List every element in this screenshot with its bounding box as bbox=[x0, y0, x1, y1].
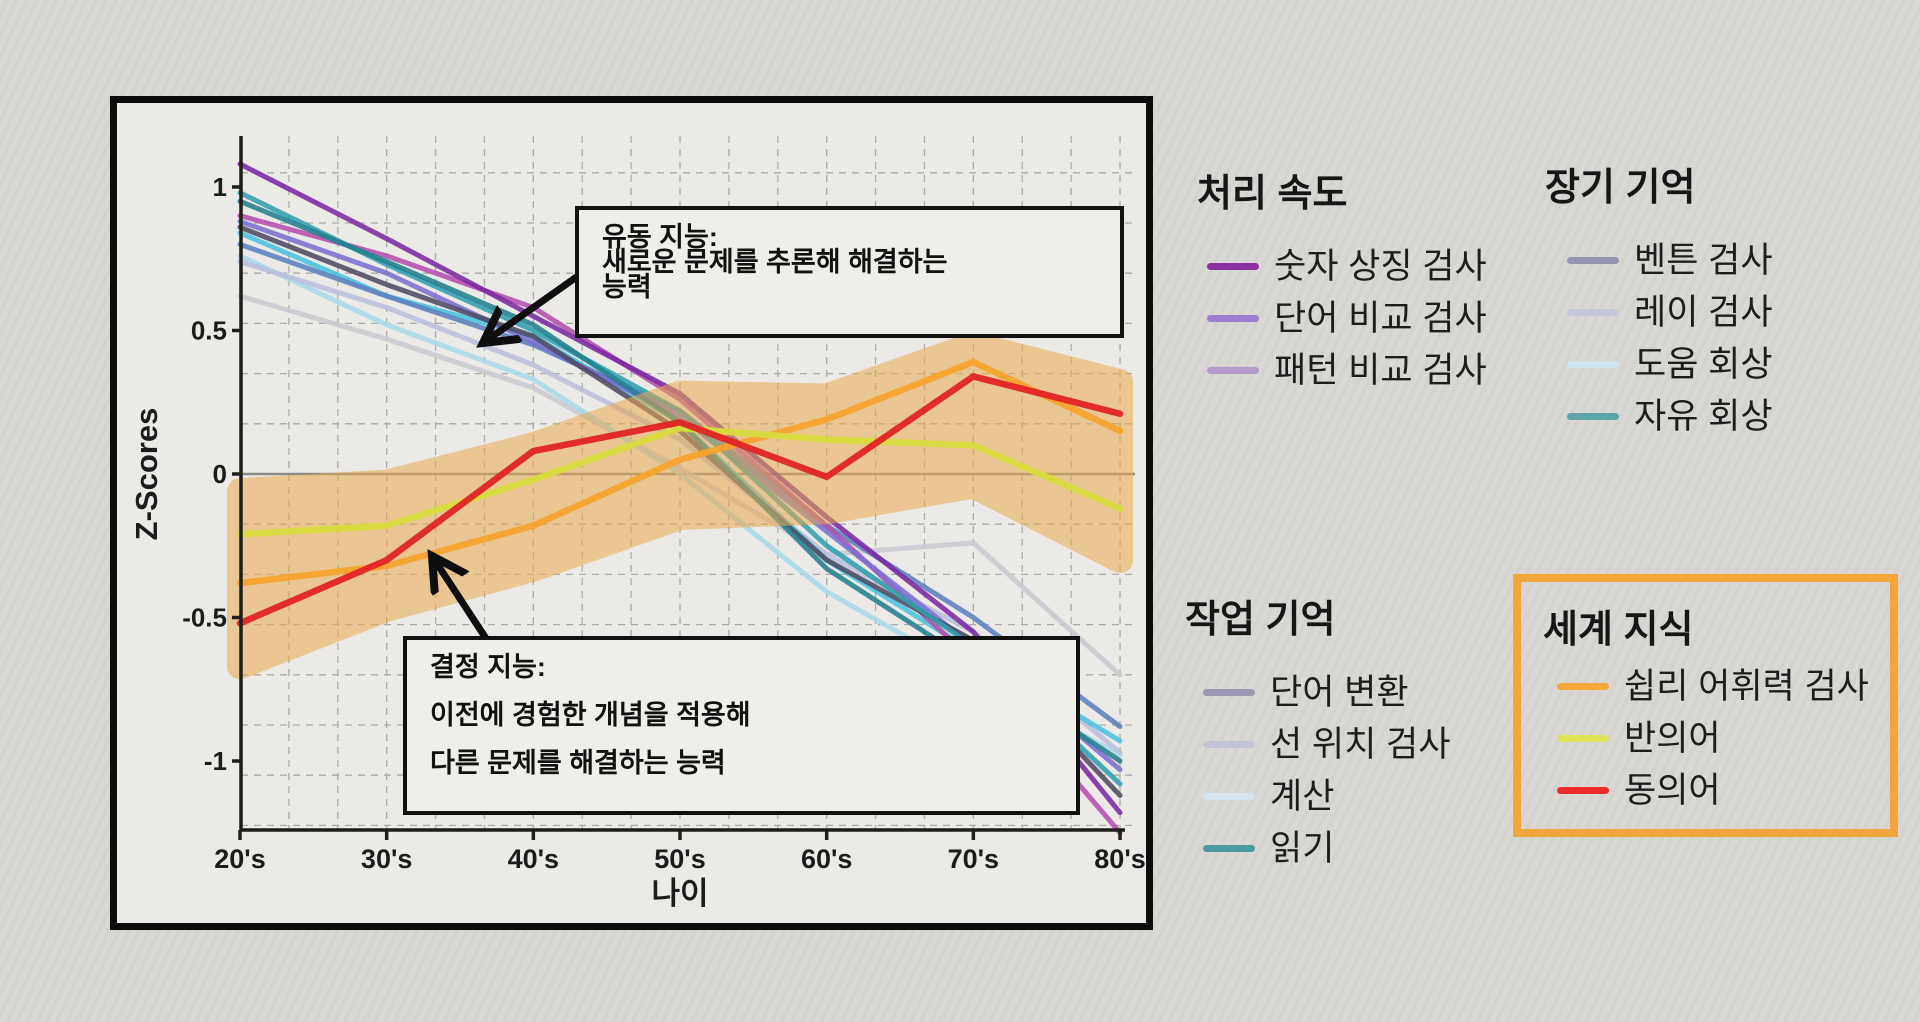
x-tick-label: 60's bbox=[801, 844, 852, 874]
x-tick-label: 70's bbox=[948, 844, 999, 874]
legend-line-swatch bbox=[1557, 786, 1609, 794]
legend-item: 패턴 비교 검사 bbox=[1207, 344, 1487, 396]
x-axis-title: 나이 bbox=[651, 876, 708, 911]
annotation-box bbox=[403, 636, 1080, 815]
legend-item: 레이 검사 bbox=[1567, 286, 1773, 338]
legend-line-swatch bbox=[1567, 360, 1619, 368]
x-tick-label: 30's bbox=[361, 844, 412, 874]
series-line-세계 지식-동의어 bbox=[236, 373, 1124, 627]
legend-line-swatch bbox=[1203, 844, 1255, 852]
chart-canvas: 1 0.5 0 -0.5 -1 20's 30's 40's 50's 60's 70's 80's 나… bbox=[129, 136, 1146, 911]
annotation-text-line: 유동 지능: bbox=[602, 222, 718, 252]
legend-line-swatch bbox=[1567, 256, 1619, 264]
axes bbox=[232, 136, 1125, 840]
series-line-세계 지식-쉽리 어휘력 검사 bbox=[236, 358, 1124, 587]
x-tick-label: 80's bbox=[1094, 844, 1145, 874]
legend-item: 단어 비교 검사 bbox=[1207, 292, 1487, 344]
legend-line-swatch bbox=[1203, 792, 1255, 800]
legend-item-label: 벤튼 검사 bbox=[1634, 240, 1773, 280]
annotation-text-line: 결정 지능: bbox=[430, 652, 546, 682]
y-axis-title: Z-Scores bbox=[129, 408, 164, 541]
y-tick-label: -0.5 bbox=[182, 603, 227, 633]
annotation-text-line: 다른 문제를 해결하는 능력 bbox=[430, 748, 726, 778]
legend-item-label: 동의어 bbox=[1624, 770, 1721, 810]
legend-item: 벤튼 검사 bbox=[1567, 234, 1773, 286]
legend-item: 자유 회상 bbox=[1567, 390, 1773, 442]
legend-title-world-knowledge: 세계 지식 bbox=[1543, 609, 1694, 651]
legend-line-swatch bbox=[1557, 734, 1609, 742]
legend-item-label: 계산 bbox=[1270, 776, 1335, 816]
legend-item: 숫자 상징 검사 bbox=[1207, 240, 1487, 292]
legend-item: 단어 변환 bbox=[1203, 666, 1450, 718]
y-tick-label: 0 bbox=[213, 459, 227, 489]
legend-item-label: 숫자 상징 검사 bbox=[1274, 246, 1487, 286]
legend-item-label: 단어 변환 bbox=[1270, 672, 1409, 712]
legend-item-label: 선 위치 검사 bbox=[1270, 724, 1451, 764]
legend-line-swatch bbox=[1557, 682, 1609, 690]
annotation-arrow bbox=[483, 268, 588, 343]
y-tick-label: -1 bbox=[204, 746, 227, 776]
legend-line-swatch bbox=[1203, 688, 1255, 696]
legend-item-label: 읽기 bbox=[1270, 828, 1335, 868]
legend-line-swatch bbox=[1207, 314, 1259, 322]
x-tick-label: 20's bbox=[214, 844, 265, 874]
legend-item: 도움 회상 bbox=[1567, 338, 1773, 390]
annotation-text-line: 능력 bbox=[602, 272, 652, 302]
legend-item-label: 레이 검사 bbox=[1634, 292, 1773, 332]
legend-line-swatch bbox=[1207, 262, 1259, 270]
annotation-text-line: 이전에 경험한 개념을 적용해 bbox=[430, 700, 751, 730]
x-tick-label: 50's bbox=[654, 844, 705, 874]
legend-line-swatch bbox=[1567, 308, 1619, 316]
legend-line-swatch bbox=[1203, 740, 1255, 748]
legend-item: 쉽리 어휘력 검사 bbox=[1557, 660, 1880, 712]
x-tick-label: 40's bbox=[508, 844, 559, 874]
annotation-box bbox=[575, 206, 1124, 338]
annotation-text-line: 새로운 문제를 추론해 해결하는 bbox=[602, 247, 947, 277]
chart-frame: 1 0.5 0 -0.5 -1 20's 30's 40's 50's 60's 70's 80's 나… bbox=[110, 96, 1153, 930]
legend-title-long-term-memory: 장기 기억 bbox=[1545, 167, 1696, 209]
legend-item-label: 단어 비교 검사 bbox=[1274, 298, 1487, 338]
legend-item-label: 쉽리 어휘력 검사 bbox=[1624, 666, 1869, 706]
legend-item-label: 도움 회상 bbox=[1634, 344, 1773, 384]
y-tick-label: 1 bbox=[213, 172, 227, 202]
legend-item: 반의어 bbox=[1557, 712, 1880, 764]
legend-line-swatch bbox=[1567, 412, 1619, 420]
annotation-arrow bbox=[432, 556, 490, 642]
legend-item: 선 위치 검사 bbox=[1203, 718, 1450, 770]
y-tick-label: 0.5 bbox=[191, 316, 227, 346]
legend-item: 동의어 bbox=[1557, 764, 1880, 816]
legend-item-label: 반의어 bbox=[1624, 718, 1721, 758]
legend-item: 읽기 bbox=[1203, 822, 1450, 874]
legend-item: 계산 bbox=[1203, 770, 1450, 822]
legend-title-processing-speed: 처리 속도 bbox=[1197, 173, 1348, 215]
legend-title-working-memory: 작업 기억 bbox=[1185, 599, 1336, 641]
legend-line-swatch bbox=[1207, 366, 1259, 374]
series-line-세계 지식-반의어 bbox=[236, 424, 1124, 538]
legend-item-label: 자유 회상 bbox=[1634, 396, 1773, 436]
legend-item-label: 패턴 비교 검사 bbox=[1274, 350, 1487, 390]
